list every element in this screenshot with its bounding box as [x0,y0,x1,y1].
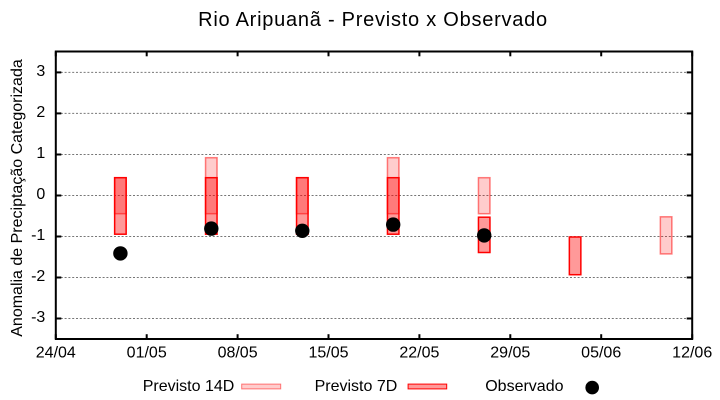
svg-text:29/05: 29/05 [490,345,530,362]
svg-text:Previsto 7D: Previsto 7D [315,378,398,395]
svg-text:15/05: 15/05 [308,345,348,362]
svg-text:08/05: 08/05 [218,345,258,362]
svg-text:Anomalia de Preciptação Catego: Anomalia de Preciptação Categorizada [9,59,26,337]
svg-text:0: 0 [36,186,45,203]
svg-text:3: 3 [36,63,45,80]
svg-text:24/04: 24/04 [36,345,76,362]
svg-text:12/06: 12/06 [672,345,712,362]
svg-text:Previsto 14D: Previsto 14D [143,378,235,395]
svg-text:-2: -2 [31,268,45,285]
svg-text:Observado: Observado [485,378,563,395]
svg-text:22/05: 22/05 [399,345,439,362]
svg-text:1: 1 [36,145,45,162]
svg-text:Rio Aripuanã - Previsto x Obse: Rio Aripuanã - Previsto x Observado [198,9,548,31]
svg-text:-1: -1 [31,227,45,244]
svg-text:01/05: 01/05 [127,345,167,362]
svg-text:-3: -3 [31,309,45,326]
svg-text:05/06: 05/06 [581,345,621,362]
svg-text:2: 2 [36,104,45,121]
